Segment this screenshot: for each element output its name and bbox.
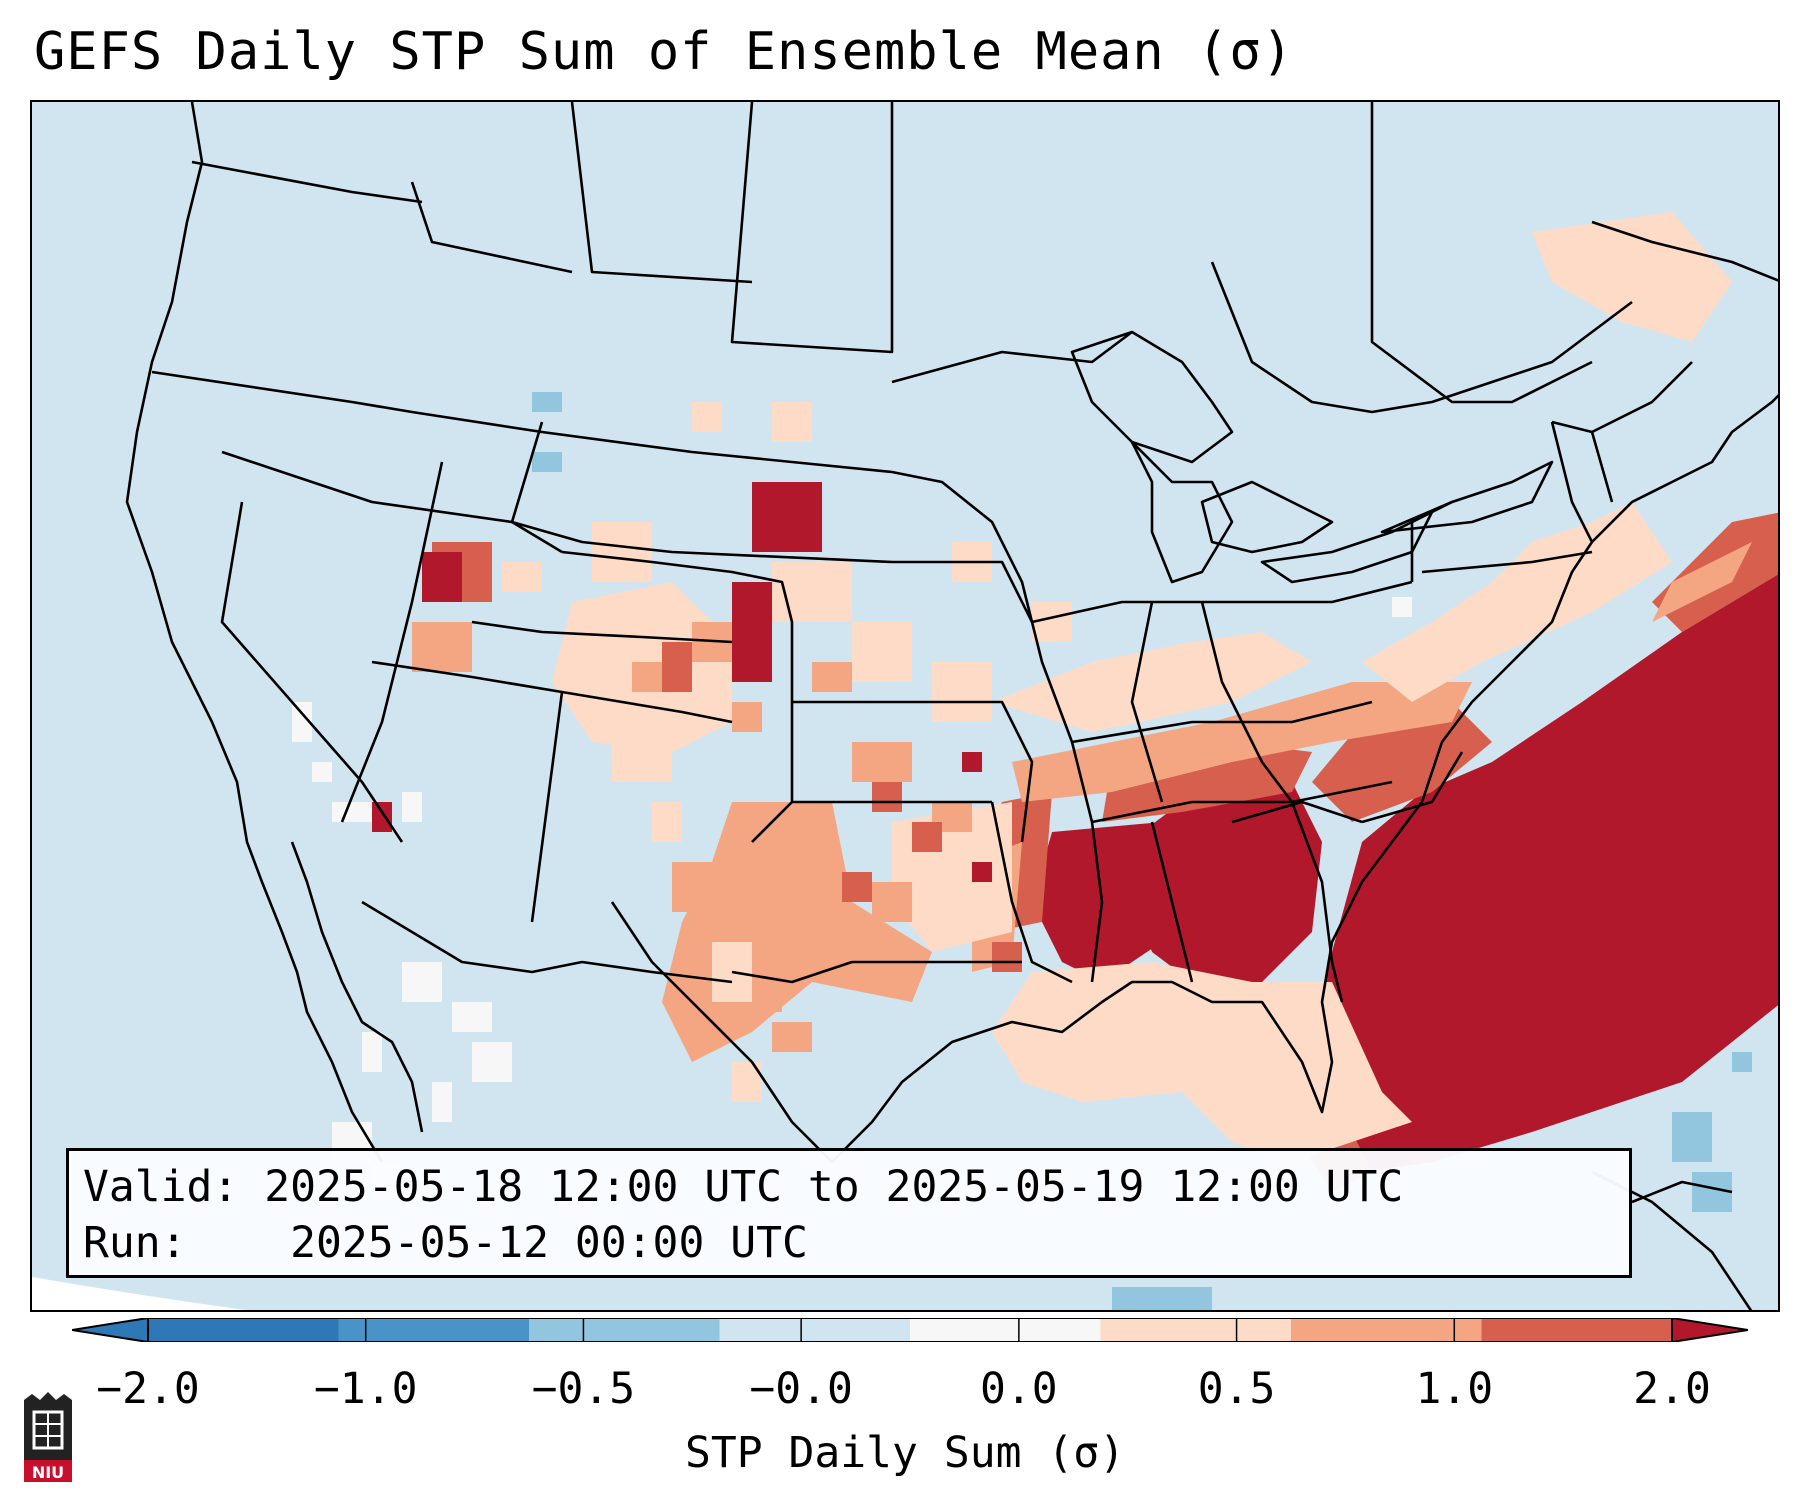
colorbar-extend-low: [71, 1316, 149, 1344]
colorbar-tick-label: −0.5: [531, 1364, 636, 1414]
valid-label: Valid:: [83, 1162, 239, 1212]
colorbar-bin: [1100, 1318, 1292, 1342]
colorbar-extend-high: [1671, 1316, 1749, 1344]
colorbar-label: STP Daily Sum (σ): [684, 1428, 1126, 1478]
stp-region-plains: [412, 622, 972, 1052]
colorbar-bin: [148, 1318, 339, 1342]
validity-info-box: Valid: 2025-05-18 12:00 UTC to 2025-05-1…: [66, 1148, 1632, 1278]
valid-value: 2025-05-18 12:00 UTC to 2025-05-19 12:00…: [264, 1162, 1404, 1212]
map-frame[interactable]: [30, 100, 1780, 1312]
colorbar-tick-label: −2.0: [96, 1364, 200, 1414]
coastlines: [125, 102, 1778, 1310]
stp-region-negative: [532, 392, 1752, 1310]
colorbar-bin: [719, 1318, 911, 1342]
colorbar-tick-label: 2.0: [1633, 1364, 1711, 1414]
colorbar-bin: [529, 1318, 720, 1342]
colorbar-tick-label: 0.5: [1197, 1364, 1276, 1414]
run-label: Run:: [83, 1218, 187, 1268]
colorbar-bin: [1291, 1318, 1482, 1342]
colorbar: [71, 1316, 1749, 1346]
colorbar-tick-label: 0.0: [980, 1364, 1058, 1414]
colorbar-tick-label: −0.0: [749, 1364, 853, 1414]
map-svg: [32, 102, 1778, 1310]
colorbar-bin: [338, 1318, 530, 1342]
colorbar-svg: [71, 1316, 1749, 1344]
run-value: 2025-05-12 00:00 UTC: [290, 1218, 808, 1268]
niu-logo-icon: NIU: [20, 1390, 76, 1490]
stp-region-plains-max: [372, 482, 992, 882]
stp-region-plains-light: [502, 402, 1072, 1102]
colorbar-tick-label: 1.0: [1415, 1364, 1494, 1414]
colorbar-bin: [910, 1318, 1101, 1342]
svg-text:NIU: NIU: [32, 1463, 64, 1482]
colorbar-bin: [1481, 1318, 1673, 1342]
state-borders: [151, 102, 1693, 1003]
colorbar-tick-label: −1.0: [313, 1364, 418, 1414]
map-title: GEFS Daily STP Sum of Ensemble Mean (σ): [34, 22, 1294, 82]
